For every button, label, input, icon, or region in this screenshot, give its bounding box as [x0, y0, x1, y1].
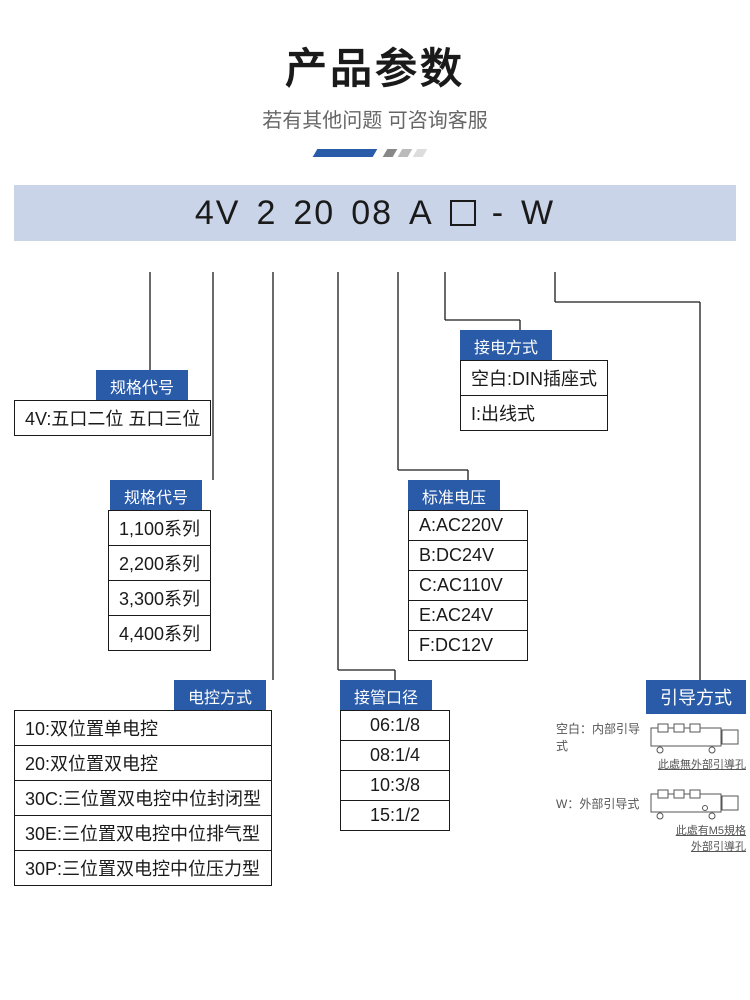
spec1-table: 4V:五口二位 五口三位: [14, 400, 211, 436]
control-row-0: 10:双位置单电控: [15, 711, 272, 746]
voltage-table: A:AC220V B:DC24V C:AC110V E:AC24V F:DC12…: [408, 510, 528, 661]
voltage-row-2: C:AC110V: [409, 571, 528, 601]
spec2-row-0: 1,100系列: [109, 511, 211, 546]
code-seg-2: 2: [256, 194, 277, 233]
valve-icon: [650, 786, 740, 820]
title-block: 产品参数 若有其他问题 可咨询客服: [0, 0, 750, 157]
voltage-row-0: A:AC220V: [409, 511, 528, 541]
control-row-3: 30E:三位置双电控中位排气型: [15, 816, 272, 851]
pipe-row-2: 10:3/8: [341, 771, 450, 801]
spec2-table: 1,100系列 2,200系列 3,300系列 4,400系列: [108, 510, 211, 651]
control-row-2: 30C:三位置双电控中位封闭型: [15, 781, 272, 816]
valve-icon: [650, 720, 740, 754]
spec2-header: 规格代号: [110, 480, 202, 512]
spec1-row-0: 4V:五口二位 五口三位: [15, 401, 211, 436]
guide-item-1: W：外部引导式: [556, 786, 746, 820]
guide-block: 引导方式 空白：内部引导式 此處無外部引導孔 W：外部引导式 此處有M5規格 外…: [556, 680, 746, 854]
pipe-row-1: 08:1/4: [341, 741, 450, 771]
power-table: 空白:DIN插座式 I:出线式: [460, 360, 608, 431]
code-seg-20: 20: [293, 194, 335, 233]
spec2-row-1: 2,200系列: [109, 546, 211, 581]
power-header: 接电方式: [460, 330, 552, 362]
square-icon: [450, 200, 476, 226]
spec2-row-2: 3,300系列: [109, 581, 211, 616]
voltage-header: 标准电压: [408, 480, 500, 512]
title-divider: [315, 149, 435, 157]
power-row-0: 空白:DIN插座式: [461, 361, 608, 396]
code-seg-blank: [450, 194, 476, 233]
pipe-table: 06:1/8 08:1/4 10:3/8 15:1/2: [340, 710, 450, 831]
page-title: 产品参数: [0, 35, 750, 96]
pipe-row-3: 15:1/2: [341, 801, 450, 831]
power-row-1: I:出线式: [461, 396, 608, 431]
code-seg-4v: 4V: [195, 194, 241, 233]
pipe-row-0: 06:1/8: [341, 711, 450, 741]
guide-note-1: 此處有M5規格 外部引導孔: [556, 822, 746, 854]
voltage-row-4: F:DC12V: [409, 631, 528, 661]
control-row-1: 20:双位置双电控: [15, 746, 272, 781]
guide-header: 引导方式: [646, 680, 746, 714]
spec2-row-3: 4,400系列: [109, 616, 211, 651]
guide-label-1: W：外部引导式: [556, 795, 644, 812]
code-seg-w: W: [521, 194, 555, 233]
code-seg-08: 08: [351, 194, 393, 233]
control-header: 电控方式: [174, 680, 266, 712]
control-row-4: 30P:三位置双电控中位压力型: [15, 851, 272, 886]
voltage-row-1: B:DC24V: [409, 541, 528, 571]
product-code-strip: 4V 2 20 08 A - W: [14, 185, 736, 241]
guide-item-0: 空白：内部引导式: [556, 720, 746, 754]
page-subtitle: 若有其他问题 可咨询客服: [0, 104, 750, 133]
voltage-row-3: E:AC24V: [409, 601, 528, 631]
code-seg-dash: -: [492, 194, 505, 233]
control-table: 10:双位置单电控 20:双位置双电控 30C:三位置双电控中位封闭型 30E:…: [14, 710, 272, 886]
spec1-header: 规格代号: [96, 370, 188, 402]
code-seg-a: A: [409, 194, 434, 233]
guide-note-0: 此處無外部引導孔: [556, 756, 746, 772]
pipe-header: 接管口径: [340, 680, 432, 712]
guide-label-0: 空白：内部引导式: [556, 720, 644, 754]
